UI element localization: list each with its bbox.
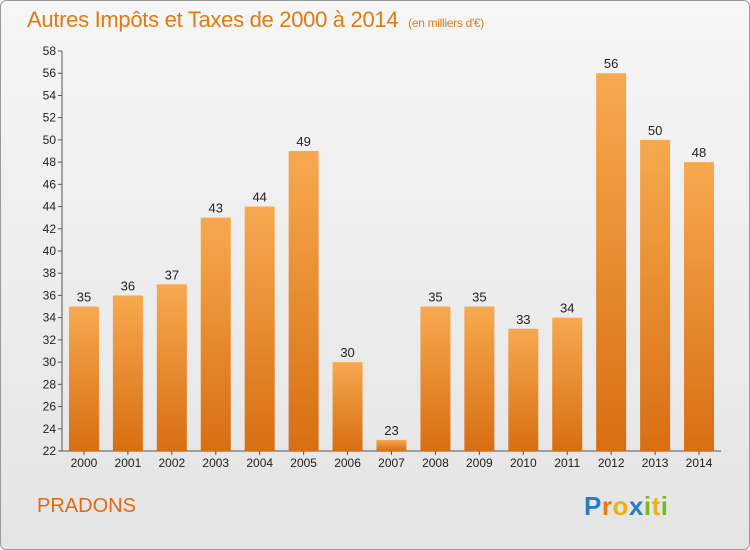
logo-letter: r: [601, 491, 613, 521]
bar-2004: [244, 206, 275, 451]
x-tick-label: 2004: [246, 456, 273, 470]
y-tick-label: 34: [43, 311, 57, 325]
bar-2012: [596, 73, 627, 451]
y-tick-label: 36: [43, 288, 57, 302]
x-tick-label: 2001: [115, 456, 142, 470]
chart-title-text: Autres Impôts et Taxes de 2000 à 2014: [27, 7, 399, 32]
bar-2000: [68, 306, 99, 451]
chart-title: Autres Impôts et Taxes de 2000 à 2014 (e…: [27, 7, 484, 33]
y-tick-label: 46: [43, 177, 57, 191]
y-tick-label: 48: [43, 155, 57, 169]
y-tick-label: 38: [43, 266, 57, 280]
bar-2003: [200, 217, 231, 451]
y-tick-label: 26: [43, 400, 57, 414]
y-tick-label: 44: [43, 200, 57, 214]
logo-letter: i: [643, 491, 652, 521]
bar-2005: [288, 151, 319, 451]
x-tick-label: 2002: [158, 456, 185, 470]
value-label: 37: [165, 267, 179, 282]
value-label: 33: [516, 312, 530, 327]
value-label: 44: [252, 190, 266, 205]
value-label: 56: [604, 56, 618, 71]
y-tick-label: 50: [43, 133, 57, 147]
logo-letter: t: [651, 491, 661, 521]
y-tick-label: 24: [43, 422, 57, 436]
bar-2002: [156, 284, 187, 451]
bar-2007: [376, 439, 407, 451]
x-tick-label: 2003: [202, 456, 229, 470]
y-tick-label: 22: [43, 444, 57, 458]
y-tick-label: 32: [43, 333, 57, 347]
y-tick-label: 58: [43, 44, 57, 58]
bar-2001: [112, 295, 143, 451]
x-tick-label: 2008: [422, 456, 449, 470]
chart-subtitle: (en milliers d'€): [408, 16, 485, 30]
y-tick-label: 30: [43, 355, 57, 369]
x-tick-label: 2011: [554, 456, 580, 470]
x-tick-label: 2007: [378, 456, 405, 470]
y-tick-label: 28: [43, 377, 57, 391]
x-tick-label: 2005: [290, 456, 317, 470]
y-tick-label: 54: [43, 88, 57, 102]
value-label: 34: [560, 301, 574, 316]
logo-letter: P: [584, 491, 602, 521]
bar-2014: [684, 162, 715, 451]
value-label: 49: [296, 134, 310, 149]
bar-2009: [464, 306, 495, 451]
x-tick-label: 2006: [334, 456, 361, 470]
x-tick-label: 2000: [71, 456, 98, 470]
value-label: 23: [384, 423, 398, 438]
value-label: 35: [472, 290, 486, 305]
bar-2008: [420, 306, 451, 451]
x-tick-label: 2014: [686, 456, 713, 470]
value-label: 35: [77, 290, 91, 305]
bar-2011: [552, 317, 583, 451]
commune-name: PRADONS: [37, 495, 136, 517]
value-label: 36: [121, 278, 135, 293]
value-label: 35: [428, 290, 442, 305]
value-label: 43: [209, 201, 223, 216]
bar-2013: [640, 139, 671, 451]
logo-letter: x: [628, 491, 644, 521]
value-label: 48: [692, 145, 706, 160]
x-tick-label: 2012: [598, 456, 625, 470]
value-label: 50: [648, 123, 662, 138]
value-label: 30: [340, 345, 354, 360]
y-tick-label: 40: [43, 244, 57, 258]
logo-letter: o: [612, 491, 629, 521]
y-tick-label: 42: [43, 222, 57, 236]
y-tick-label: 52: [43, 111, 57, 125]
logo-letter: i: [660, 491, 669, 521]
x-tick-label: 2009: [466, 456, 493, 470]
x-tick-label: 2013: [642, 456, 669, 470]
bar-2006: [332, 362, 363, 451]
x-tick-label: 2010: [510, 456, 537, 470]
bar-2010: [508, 328, 539, 451]
y-tick-label: 56: [43, 66, 57, 80]
proxiti-logo: Proxiti: [584, 491, 668, 522]
